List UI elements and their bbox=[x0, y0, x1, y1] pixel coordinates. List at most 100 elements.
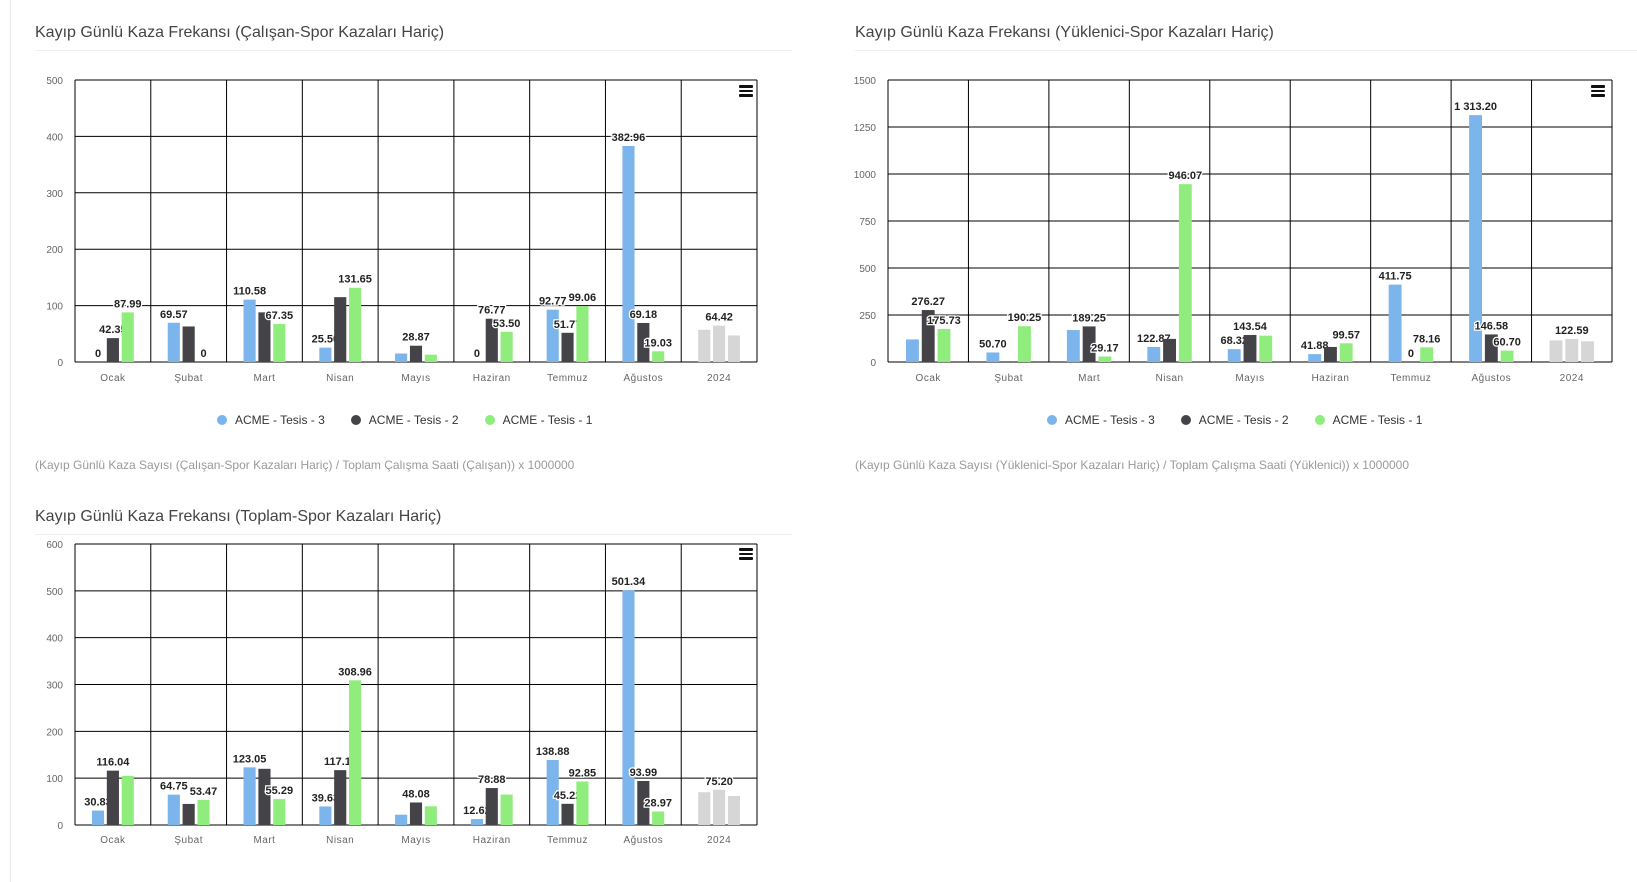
data-label: 138.88 bbox=[536, 746, 570, 758]
bar bbox=[500, 331, 513, 362]
legend-item-tesis-2[interactable]: ACME - Tesis - 2 bbox=[350, 413, 459, 427]
data-label: 93.99 bbox=[630, 767, 658, 779]
bar bbox=[561, 332, 574, 362]
x-tick-label: 2024 bbox=[707, 373, 731, 384]
bar bbox=[1388, 284, 1402, 362]
bar bbox=[349, 287, 362, 362]
y-tick-label: 500 bbox=[859, 264, 876, 275]
y-tick-label: 200 bbox=[46, 727, 63, 738]
y-tick-label: 500 bbox=[46, 587, 63, 598]
bar bbox=[622, 590, 635, 825]
bar bbox=[273, 324, 286, 362]
data-label: 76.77 bbox=[478, 305, 506, 317]
bar bbox=[1549, 340, 1563, 362]
data-label: 29.17 bbox=[1091, 343, 1119, 355]
bar bbox=[334, 770, 347, 825]
y-tick-label: 100 bbox=[46, 302, 63, 313]
x-tick-label: Mayıs bbox=[401, 373, 430, 384]
legend-item-tesis-3[interactable]: ACME - Tesis - 3 bbox=[1047, 413, 1155, 427]
data-label: 123.05 bbox=[233, 753, 267, 765]
bar bbox=[167, 322, 180, 362]
data-label: 51.77 bbox=[554, 319, 582, 331]
x-tick-label: Mart bbox=[253, 835, 275, 846]
data-label: 42.35 bbox=[99, 324, 127, 336]
bar bbox=[561, 803, 574, 825]
bar bbox=[1227, 349, 1241, 362]
bar bbox=[1066, 330, 1080, 362]
y-tick-label: 1250 bbox=[854, 123, 877, 134]
bar bbox=[424, 354, 437, 362]
bar-chart-contractor: 0 250 500 750 1000 1250 1500 Ocak Şubat Mart Nisan… bbox=[854, 76, 1613, 384]
y-tick-label: 300 bbox=[46, 681, 63, 692]
x-tick-label: Mart bbox=[253, 373, 275, 384]
data-label: 143.54 bbox=[1233, 321, 1268, 333]
bar bbox=[546, 309, 559, 362]
y-tick-label: 200 bbox=[46, 245, 63, 256]
data-label: 411.75 bbox=[1379, 271, 1412, 283]
legend-item-tesis-2[interactable]: ACME - Tesis - 2 bbox=[1180, 413, 1289, 427]
bar bbox=[243, 767, 256, 825]
legend-dot-icon bbox=[1180, 415, 1191, 425]
legend-item-tesis-3[interactable]: ACME - Tesis - 3 bbox=[217, 413, 325, 427]
legend-label: ACME - Tesis - 3 bbox=[1065, 413, 1155, 427]
x-tick-label: Nisan bbox=[326, 835, 354, 846]
bar bbox=[1500, 350, 1514, 362]
bar bbox=[258, 312, 271, 362]
x-tick-label: Mayıs bbox=[1235, 373, 1264, 384]
data-label: 41.88 bbox=[1301, 340, 1329, 352]
bar bbox=[319, 347, 332, 362]
data-label: 78.16 bbox=[1413, 333, 1441, 345]
x-tick-label: Mart bbox=[1078, 373, 1100, 384]
y-tick-label: 750 bbox=[859, 217, 876, 228]
bar bbox=[727, 335, 741, 362]
chart-title: Kayıp Günlü Kaza Frekansı (Toplam-Spor K… bbox=[35, 508, 442, 525]
data-label: 1 313.20 bbox=[1454, 101, 1497, 113]
data-label: 69.57 bbox=[160, 309, 188, 321]
legend-dot-icon bbox=[484, 415, 495, 425]
bar bbox=[698, 329, 711, 362]
data-label: 28.87 bbox=[402, 332, 430, 344]
y-tick-label: 0 bbox=[870, 358, 876, 369]
y-tick-label: 300 bbox=[46, 189, 63, 200]
data-label: 45.22 bbox=[554, 790, 582, 802]
bar bbox=[334, 297, 347, 362]
title-divider bbox=[35, 534, 792, 535]
data-label: 53.47 bbox=[190, 786, 218, 798]
data-label: 0 bbox=[95, 348, 101, 360]
chart-formula: (Kayıp Günlü Kaza Sayısı (Yüklenici-Spor… bbox=[855, 458, 1410, 472]
bar bbox=[1581, 341, 1594, 362]
data-label: 75.20 bbox=[705, 776, 733, 788]
x-tick-label: Şubat bbox=[174, 373, 203, 384]
legend-dot-icon bbox=[1047, 415, 1057, 425]
x-tick-label: Nisan bbox=[1156, 373, 1184, 384]
data-label: 60.70 bbox=[1493, 337, 1521, 349]
bar bbox=[713, 789, 726, 825]
bar bbox=[1308, 354, 1322, 362]
data-label: 64.42 bbox=[705, 312, 733, 324]
bar bbox=[197, 799, 210, 825]
hamburger-menu-icon[interactable] bbox=[739, 548, 753, 560]
x-tick-label: Ağustos bbox=[624, 373, 664, 384]
x-tick-label: Ocak bbox=[100, 373, 126, 384]
bar bbox=[637, 322, 650, 362]
legend-item-tesis-1[interactable]: ACME - Tesis - 1 bbox=[484, 413, 592, 427]
data-label: 946.07 bbox=[1168, 170, 1202, 182]
y-tick-label: 250 bbox=[859, 311, 876, 322]
legend-item-tesis-1[interactable]: ACME - Tesis - 1 bbox=[1314, 413, 1422, 427]
bar bbox=[1259, 335, 1273, 362]
hamburger-menu-icon[interactable] bbox=[1591, 85, 1605, 97]
bar bbox=[485, 318, 498, 362]
bar bbox=[1243, 335, 1257, 362]
chart-title: Kayıp Günlü Kaza Frekansı (Yüklenici-Spo… bbox=[855, 24, 1274, 41]
legend-dot-icon bbox=[217, 415, 227, 425]
page-left-border bbox=[10, 0, 11, 882]
data-label: 64.75 bbox=[160, 781, 188, 793]
bar bbox=[319, 806, 332, 825]
bar bbox=[1178, 184, 1192, 362]
data-label: 110.58 bbox=[233, 286, 266, 298]
bar bbox=[622, 146, 635, 362]
y-tick-label: 0 bbox=[57, 358, 63, 369]
chart-formula: (Kayıp Günlü Kaza Sayısı (Çalışan-Spor K… bbox=[35, 458, 575, 472]
hamburger-menu-icon[interactable] bbox=[739, 85, 753, 97]
y-tick-label: 500 bbox=[46, 76, 63, 87]
